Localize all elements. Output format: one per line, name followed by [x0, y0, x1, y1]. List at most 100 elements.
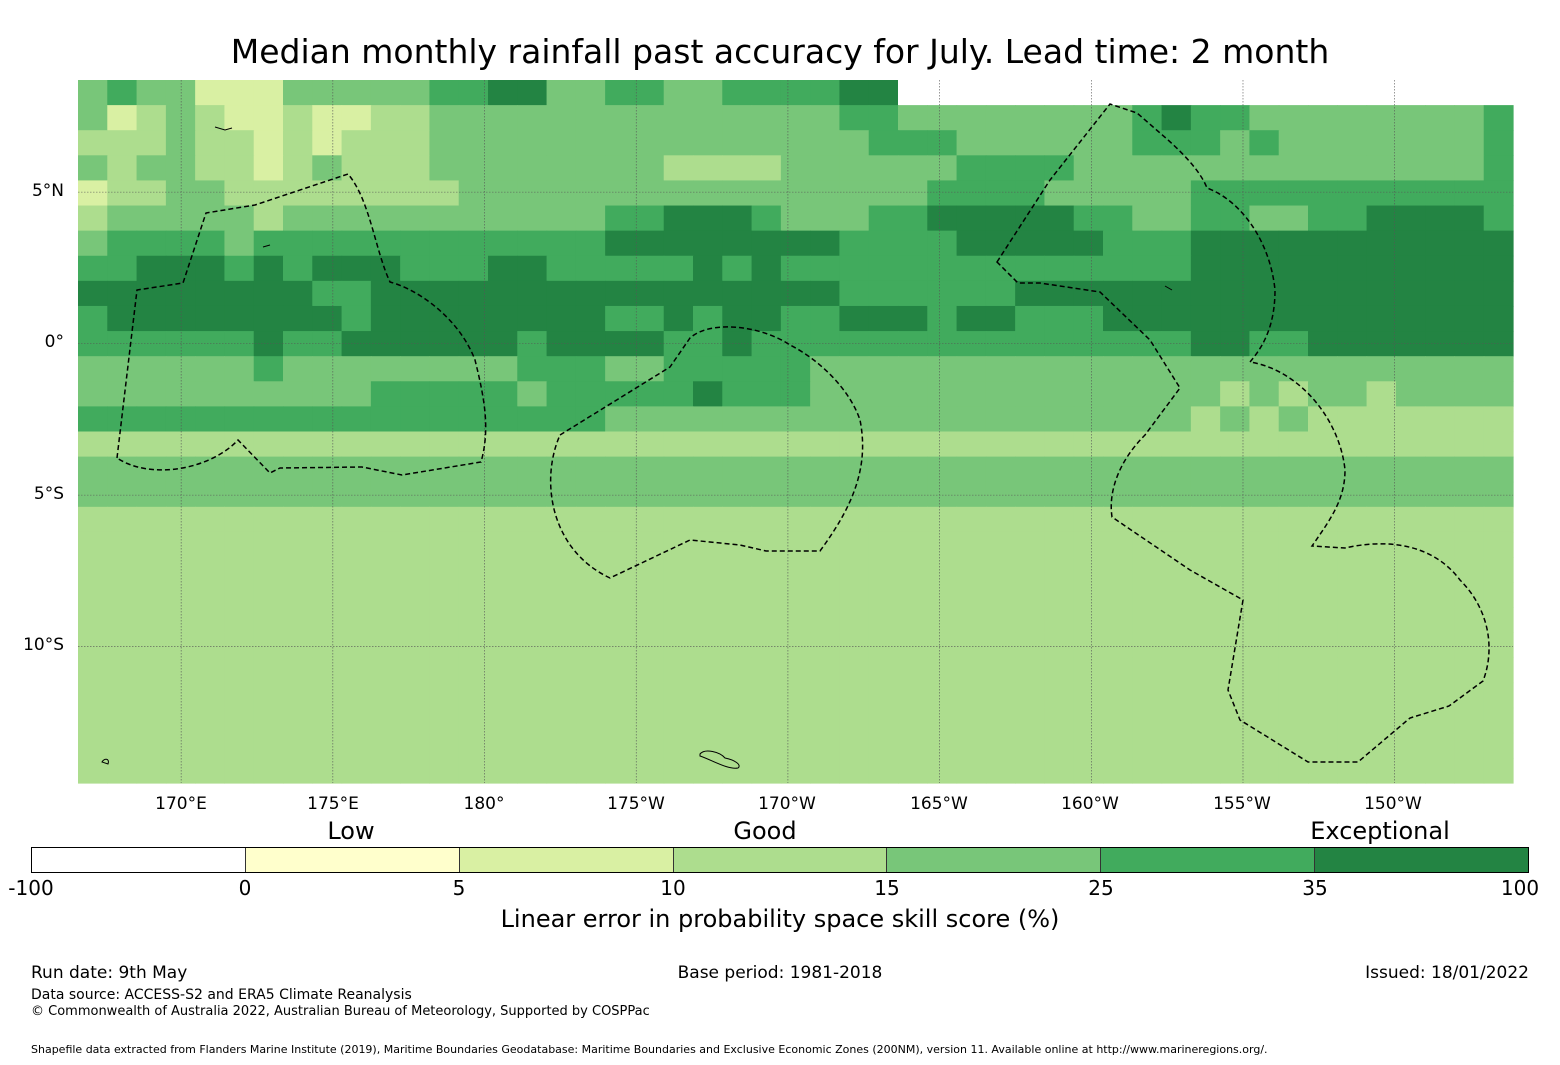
grid-cell [605, 732, 636, 759]
grid-cell [722, 255, 753, 282]
grid-cell [1044, 280, 1075, 307]
grid-cell [224, 481, 255, 508]
grid-cell [78, 481, 108, 508]
grid-cell [136, 105, 167, 131]
grid-cell [839, 607, 870, 633]
grid-cell [605, 80, 636, 106]
grid-cell [1220, 130, 1251, 156]
grid-cell [1132, 381, 1163, 407]
grid-cell [810, 381, 841, 407]
grid-cell [1366, 381, 1397, 407]
grid-cell [1073, 757, 1104, 784]
grid-cell [1015, 481, 1046, 508]
grid-cell [1337, 280, 1368, 307]
grid-cell [283, 707, 313, 734]
grid-cell [985, 632, 1016, 659]
grid-cell [1132, 506, 1163, 533]
grid-cell [722, 582, 753, 608]
grid-cell [780, 280, 811, 307]
grid-cell [1103, 280, 1133, 307]
grid-cell [253, 456, 284, 483]
grid-cell [1161, 481, 1192, 508]
grid-cell [1161, 732, 1192, 759]
grid-cell [312, 732, 343, 759]
grid-cell [517, 230, 548, 257]
grid-cell [839, 582, 870, 608]
grid-cell [780, 707, 811, 734]
grid-cell [1425, 557, 1456, 583]
grid-cell [839, 481, 870, 508]
grid-cell [780, 381, 811, 407]
grid-cell [195, 431, 226, 458]
grid-cell [312, 707, 343, 734]
grid-cell [429, 155, 460, 182]
grid-cell [283, 155, 313, 182]
grid-cell [1366, 657, 1397, 684]
grid-cell [1190, 356, 1221, 382]
grid-cell [107, 130, 138, 156]
grid-cell [927, 632, 958, 659]
grid-cell [927, 80, 958, 106]
grid-cell [400, 707, 431, 734]
grid-cell [195, 757, 226, 784]
grid-cell [985, 707, 1016, 734]
grid-cell [1103, 682, 1133, 709]
grid-cell [546, 255, 577, 282]
grid-cell [1366, 155, 1397, 182]
grid-cell [1190, 105, 1221, 131]
grid-cell [1278, 732, 1309, 759]
grid-cell [1278, 582, 1309, 608]
grid-cell [898, 356, 928, 382]
grid-cell [868, 682, 899, 709]
grid-cell [1015, 557, 1046, 583]
grid-cell [1483, 607, 1514, 633]
grid-cell [78, 230, 108, 257]
grid-cell [751, 155, 782, 182]
grid-cell [1249, 205, 1280, 232]
grid-cell [1337, 732, 1368, 759]
grid-cell [1249, 657, 1280, 684]
grid-cell [1103, 531, 1133, 558]
grid-cell [1044, 205, 1075, 232]
grid-cell [546, 707, 577, 734]
grid-cell [400, 582, 431, 608]
grid-cell [400, 406, 431, 433]
grid-cell [195, 381, 226, 407]
grid-cell [1366, 757, 1397, 784]
grid-cell [810, 255, 841, 282]
grid-cell [165, 381, 196, 407]
grid-cell [1044, 406, 1075, 433]
grid-cell [165, 305, 196, 332]
grid-cell [458, 607, 489, 633]
grid-cell [1220, 205, 1251, 232]
grid-cell [1395, 205, 1426, 232]
grid-cell [370, 707, 401, 734]
grid-cell [634, 732, 665, 759]
grid-cell [224, 406, 255, 433]
graticule [78, 80, 1513, 783]
grid-cell [370, 155, 401, 182]
grid-cell [927, 155, 958, 182]
grid-cell [810, 80, 841, 106]
grid-cell [1395, 406, 1426, 433]
grid-cell [78, 557, 108, 583]
grid-cell [751, 406, 782, 433]
grid-cell [1425, 431, 1456, 458]
grid-cell [165, 406, 196, 433]
grid-cell [1190, 130, 1221, 156]
grid-cell [107, 757, 138, 784]
grid-cell [663, 582, 694, 608]
grid-cell [575, 456, 606, 483]
grid-cell [898, 180, 928, 207]
grid-cell [1015, 255, 1046, 282]
grid-cell [1483, 757, 1514, 784]
grid-cell [1454, 381, 1485, 407]
grid-cell [429, 381, 460, 407]
grid-cell [224, 732, 255, 759]
grid-cell [488, 255, 518, 282]
grid-cell [1483, 707, 1514, 734]
grid-cell [575, 657, 606, 684]
grid-cell [839, 757, 870, 784]
grid-cell [165, 205, 196, 232]
grid-cell [839, 707, 870, 734]
